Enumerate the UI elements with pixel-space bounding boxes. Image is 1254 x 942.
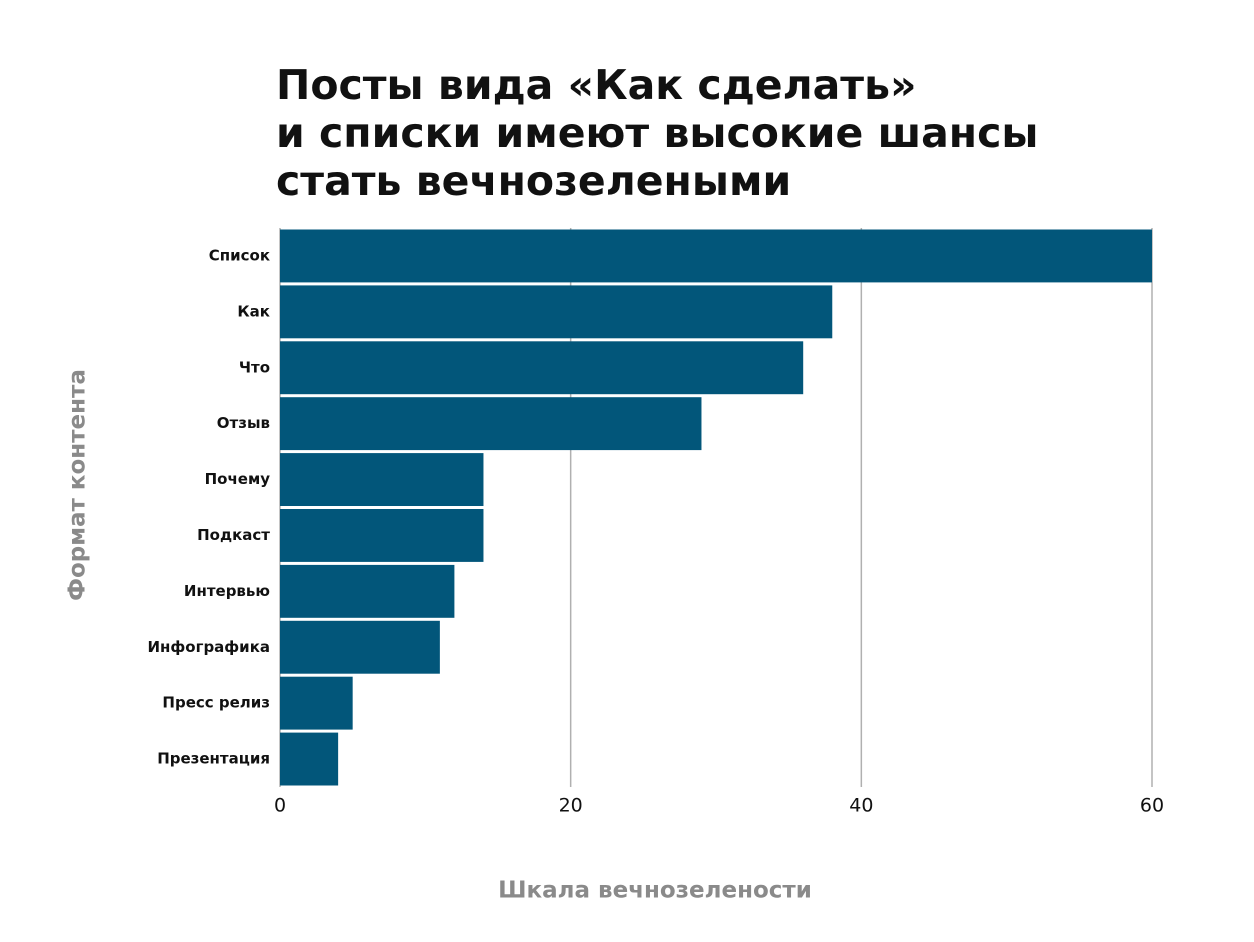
- y-tick-label: Список: [209, 246, 270, 264]
- x-tick-label: 20: [559, 795, 583, 817]
- bar: [280, 620, 440, 674]
- y-tick-label: Почему: [205, 470, 271, 488]
- x-axis-label: Шкала вечнозелености: [498, 878, 812, 904]
- bar: [280, 229, 1152, 283]
- y-tick-label: Как: [237, 302, 270, 320]
- bar: [280, 285, 833, 339]
- y-tick-label: Презентация: [157, 750, 270, 768]
- y-tick-label: Отзыв: [217, 414, 270, 432]
- y-tick-label: Инфографика: [148, 638, 271, 656]
- bar: [280, 732, 339, 786]
- bar: [280, 453, 484, 506]
- x-tick-label: 60: [1140, 795, 1164, 817]
- y-tick-label: Подкаст: [197, 526, 270, 544]
- chart-title: Посты вида «Как сделать»: [276, 61, 917, 109]
- y-tick-label: Пресс релиз: [162, 694, 270, 712]
- bar: [280, 564, 455, 618]
- bar: [280, 341, 804, 395]
- chart-title: стать вечнозелеными: [276, 157, 791, 205]
- y-tick-label: Что: [239, 358, 270, 376]
- x-tick-label: 40: [849, 795, 873, 817]
- bar: [280, 676, 353, 730]
- bar: [280, 397, 702, 451]
- bar: [280, 509, 484, 562]
- y-axis-label: Формат контента: [65, 369, 91, 601]
- x-tick-label: 0: [274, 795, 286, 817]
- chart-title: и списки имеют высокие шансы: [276, 109, 1038, 157]
- y-tick-label: Интервью: [184, 582, 270, 600]
